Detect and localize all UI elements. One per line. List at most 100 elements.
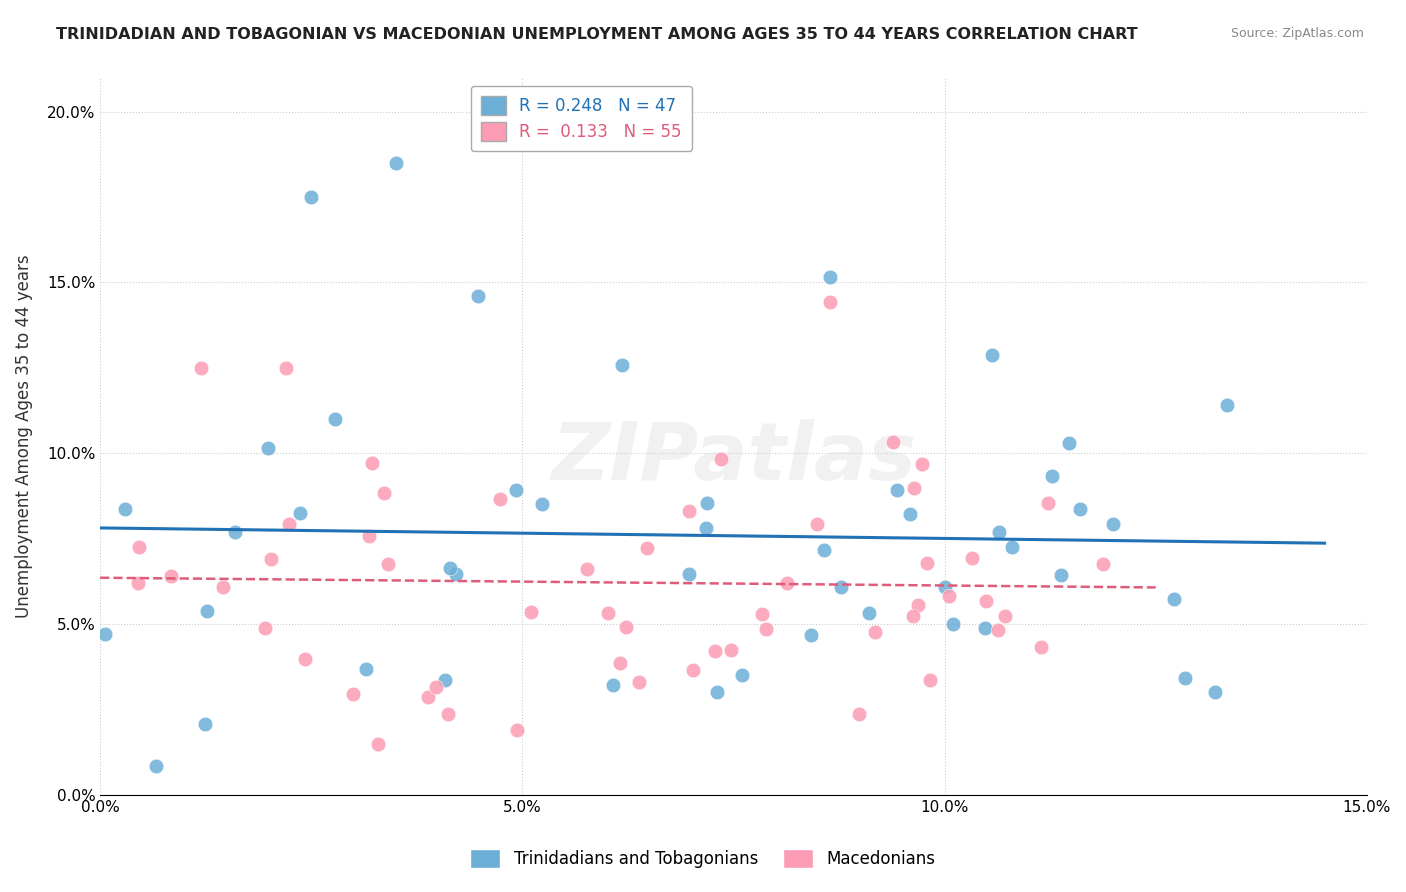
Point [195, 604, 218, 618]
Point [820, 294, 842, 309]
Point [863, 625, 886, 640]
Point [520, 605, 543, 619]
Point [776, 575, 799, 590]
Point [942, 617, 965, 632]
Point [505, 483, 527, 497]
Point [467, 288, 489, 302]
Point [596, 607, 619, 621]
Point [434, 673, 457, 688]
Legend: R = 0.248   N = 47, R =  0.133   N = 55: R = 0.248 N = 47, R = 0.133 N = 55 [471, 86, 692, 151]
Point [1040, 468, 1063, 483]
Point [1091, 557, 1114, 571]
Point [489, 491, 512, 506]
Point [377, 557, 399, 571]
Point [224, 525, 246, 540]
Point [361, 457, 384, 471]
Point [858, 606, 880, 620]
Point [260, 552, 283, 566]
Point [575, 561, 598, 575]
Point [212, 580, 235, 594]
Point [384, 156, 406, 170]
Point [1204, 685, 1226, 699]
Point [907, 599, 929, 613]
Point [678, 566, 700, 581]
Point [614, 619, 637, 633]
Point [981, 348, 1004, 362]
Point [257, 441, 280, 455]
Point [915, 556, 938, 570]
Point [1050, 567, 1073, 582]
Point [988, 524, 1011, 539]
Point [628, 675, 651, 690]
Point [128, 540, 150, 554]
Point [1001, 541, 1024, 555]
Point [94, 627, 117, 641]
Point [886, 483, 908, 498]
Point [373, 486, 395, 500]
Point [813, 543, 835, 558]
Point [416, 690, 439, 704]
Point [506, 723, 529, 738]
Point [1216, 398, 1239, 412]
Point [294, 651, 316, 665]
Point [359, 529, 381, 543]
Point [354, 662, 377, 676]
Point [1102, 517, 1125, 532]
Point [609, 656, 631, 670]
Point [720, 643, 742, 657]
Point [974, 594, 997, 608]
Point [444, 566, 467, 581]
Point [277, 517, 299, 532]
Y-axis label: Unemployment Among Ages 35 to 44 years: Unemployment Among Ages 35 to 44 years [15, 254, 32, 618]
Point [254, 621, 277, 635]
Text: TRINIDADIAN AND TOBAGONIAN VS MACEDONIAN UNEMPLOYMENT AMONG AGES 35 TO 44 YEARS : TRINIDADIAN AND TOBAGONIAN VS MACEDONIAN… [56, 27, 1137, 42]
Point [730, 668, 752, 682]
Point [1069, 501, 1091, 516]
Point [299, 190, 322, 204]
Point [938, 589, 960, 603]
Point [751, 607, 773, 622]
Point [911, 457, 934, 471]
Point [934, 580, 956, 594]
Point [323, 412, 346, 426]
Point [342, 687, 364, 701]
Point [439, 561, 461, 575]
Point [160, 569, 183, 583]
Point [710, 452, 733, 467]
Point [706, 684, 728, 698]
Point [145, 759, 167, 773]
Point [193, 717, 215, 731]
Point [900, 507, 922, 521]
Text: Source: ZipAtlas.com: Source: ZipAtlas.com [1230, 27, 1364, 40]
Point [530, 497, 553, 511]
Point [820, 270, 842, 285]
Point [682, 663, 704, 677]
Point [974, 621, 997, 635]
Point [755, 622, 778, 636]
Point [425, 680, 447, 694]
Point [1163, 592, 1185, 607]
Point [960, 551, 983, 566]
Point [903, 482, 925, 496]
Point [994, 609, 1017, 624]
Point [696, 496, 718, 510]
Point [636, 541, 658, 556]
Point [848, 706, 870, 721]
Point [190, 360, 212, 375]
Point [806, 516, 828, 531]
Legend: Trinidadians and Tobagonians, Macedonians: Trinidadians and Tobagonians, Macedonian… [464, 842, 942, 875]
Point [882, 434, 904, 449]
Point [127, 575, 149, 590]
Point [612, 358, 634, 372]
Point [1036, 496, 1059, 510]
Point [800, 628, 823, 642]
Point [288, 506, 311, 520]
Point [830, 581, 852, 595]
Point [703, 644, 725, 658]
Point [436, 707, 458, 722]
Point [114, 502, 136, 516]
Point [678, 504, 700, 518]
Point [1031, 640, 1053, 654]
Point [367, 737, 389, 751]
Point [987, 623, 1010, 637]
